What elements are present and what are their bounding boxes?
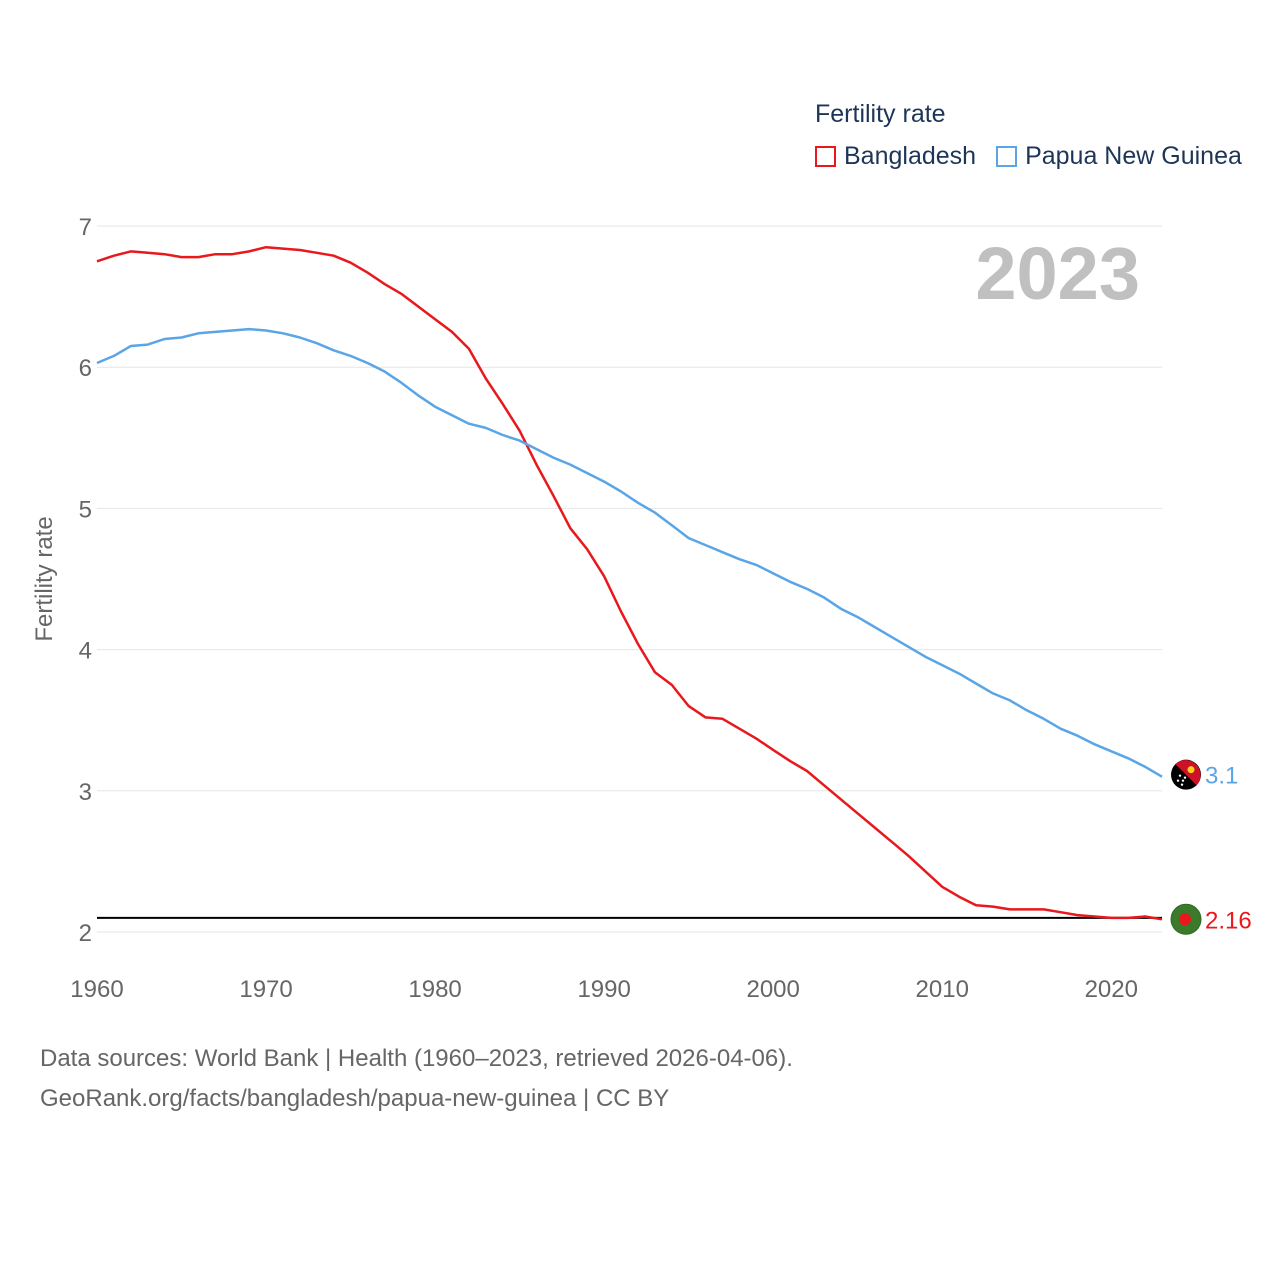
y-tick-label-4: 4 [79, 638, 92, 665]
flag-marker-papua-new-guinea-red [1175, 760, 1201, 786]
legend-title: Fertility rate [815, 100, 946, 128]
y-tick-label-2: 2 [79, 920, 92, 947]
x-tick-label-2010: 2010 [916, 976, 969, 1003]
legend-swatch-bangladesh [815, 146, 836, 167]
x-tick-label-1990: 1990 [577, 976, 630, 1003]
flag-marker-papua-new-guinea-star-1 [1181, 779, 1185, 782]
legend-item-papua-new-guinea[interactable]: Papua New Guinea [996, 142, 1242, 171]
y-tick-label-6: 6 [79, 355, 92, 382]
y-tick-label-5: 5 [79, 496, 92, 523]
flag-marker-bangladesh-disc [1179, 913, 1191, 926]
x-tick-label-1980: 1980 [408, 976, 461, 1003]
flag-marker-papua-new-guinea-star-3 [1180, 783, 1184, 786]
flag-marker-papua-new-guinea-star-4 [1183, 776, 1187, 779]
y-axis-label: Fertility rate [31, 516, 58, 641]
series-line-bangladesh [96, 245, 1163, 921]
series-line-papua-new-guinea [96, 327, 1163, 778]
x-tick-label-2020: 2020 [1085, 976, 1138, 1003]
x-tick-label-1970: 1970 [239, 976, 292, 1003]
flag-marker-papua-new-guinea-star-2 [1176, 779, 1180, 782]
end-label-papua-new-guinea: 3.1 [1205, 763, 1238, 790]
flag-marker-papua-new-guinea-star-0 [1178, 774, 1182, 777]
flag-marker-papua-new-guinea-bird [1187, 766, 1195, 774]
legend-label-bangladesh: Bangladesh [844, 142, 977, 170]
legend-label-papua-new-guinea: Papua New Guinea [1025, 142, 1242, 170]
footer-source: Data sources: World Bank | Health (1960–… [40, 1045, 793, 1072]
x-tick-label-2000: 2000 [746, 976, 799, 1003]
footer-url: GeoRank.org/facts/bangladesh/papua-new-g… [40, 1085, 670, 1112]
legend-swatch-papua-new-guinea [996, 146, 1018, 167]
end-label-bangladesh: 2.16 [1205, 907, 1252, 934]
legend: Bangladesh Papua New Guinea [815, 142, 1262, 171]
year-label: 2023 [975, 232, 1140, 315]
x-tick-label-1960: 1960 [70, 976, 123, 1003]
y-tick-label-7: 7 [79, 214, 92, 241]
legend-item-bangladesh[interactable]: Bangladesh [815, 142, 976, 171]
y-tick-label-3: 3 [79, 779, 92, 806]
